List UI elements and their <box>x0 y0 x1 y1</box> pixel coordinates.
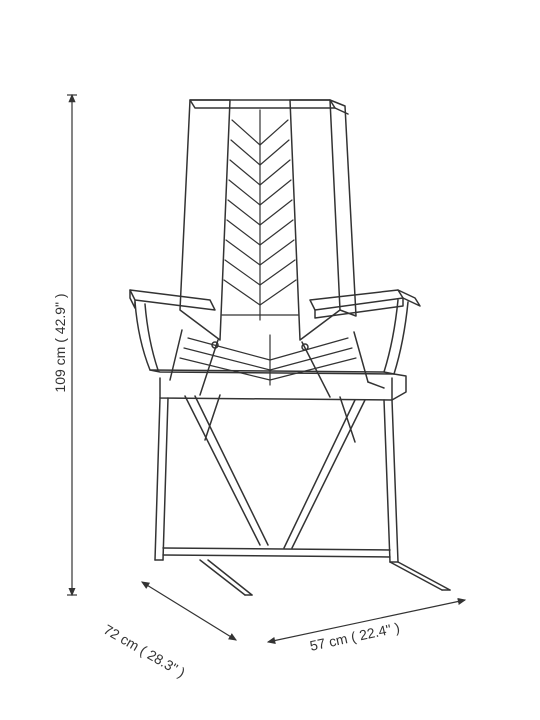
dimension-diagram: 109 cm ( 42.9" ) 72 cm ( 28.3" ) 57 cm (… <box>0 0 540 720</box>
height-label: 109 cm ( 42.9" ) <box>52 273 68 413</box>
chair-drawing <box>0 0 540 720</box>
